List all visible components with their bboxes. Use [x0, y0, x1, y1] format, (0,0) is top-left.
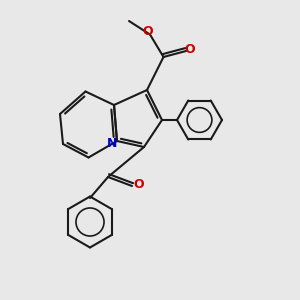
Text: O: O: [142, 25, 153, 38]
Text: O: O: [184, 43, 195, 56]
Text: O: O: [133, 178, 144, 191]
Text: N: N: [106, 137, 117, 150]
